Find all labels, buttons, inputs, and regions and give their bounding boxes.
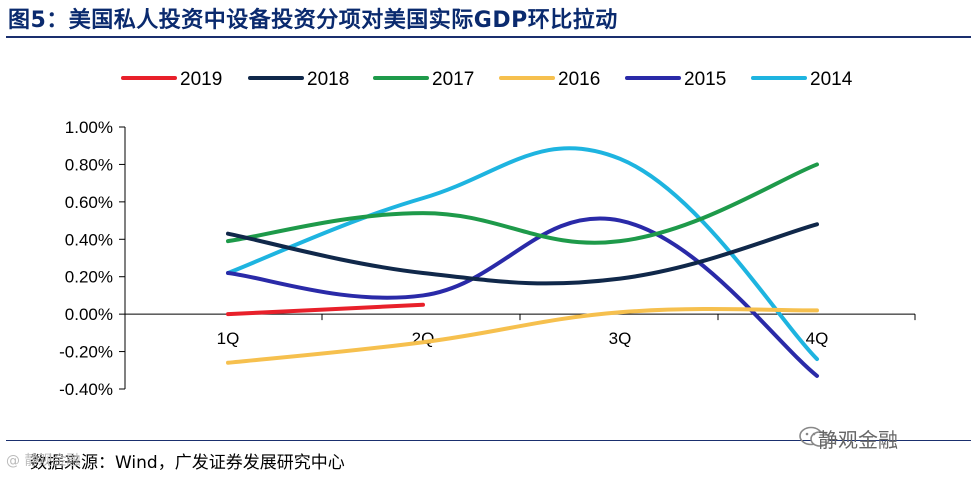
series-line-2019 [226,302,425,317]
series-line-2018 [226,222,819,286]
watermark-left: @ 静观金融 [6,453,81,469]
x-tick-label: 1Q [217,329,240,348]
legend-label-2019: 2019 [180,69,222,90]
legend: 2019 2018 2017 2016 2015 2014 [121,69,853,90]
chart-title: 图5：美国私人投资中设备投资分项对美国实际GDP环比拉动 [8,8,618,33]
source-note: 数据来源：Wind，广发证券发展研究中心 [30,453,345,473]
x-tick-label: 2Q [412,329,435,348]
series-line-2015 [226,216,819,378]
axes: 1.00% 0.80% 0.60% 0.40% 0.20% 0.00% -0.20% -0.4… [59,118,916,399]
y-tick-label: -0.40% [59,380,113,399]
watermark: 静观金融 [818,428,898,452]
wechat-icon [799,426,830,447]
y-tick-label: 0.60% [65,193,113,212]
legend-label-2015: 2015 [684,69,726,90]
series-line-2016 [226,306,819,365]
y-tick-label: -0.20% [59,343,113,362]
y-tick-label: 0.40% [65,230,113,249]
x-tick-label: 3Q [609,329,632,348]
legend-label-2018: 2018 [307,69,349,90]
y-tick-label: 0.00% [65,305,113,324]
series-lines [226,146,819,378]
y-tick-label: 0.80% [65,155,113,174]
legend-label-2016: 2016 [558,69,600,90]
legend-label-2017: 2017 [432,69,474,90]
y-tick-label: 1.00% [65,118,113,137]
footer-divider [6,440,971,441]
series-line-2014 [226,146,819,362]
y-tick-label: 0.20% [65,268,113,287]
x-tick-label: 4Q [806,329,829,348]
series-line-2017 [226,162,819,245]
legend-label-2014: 2014 [810,69,853,90]
title-divider [6,36,971,38]
